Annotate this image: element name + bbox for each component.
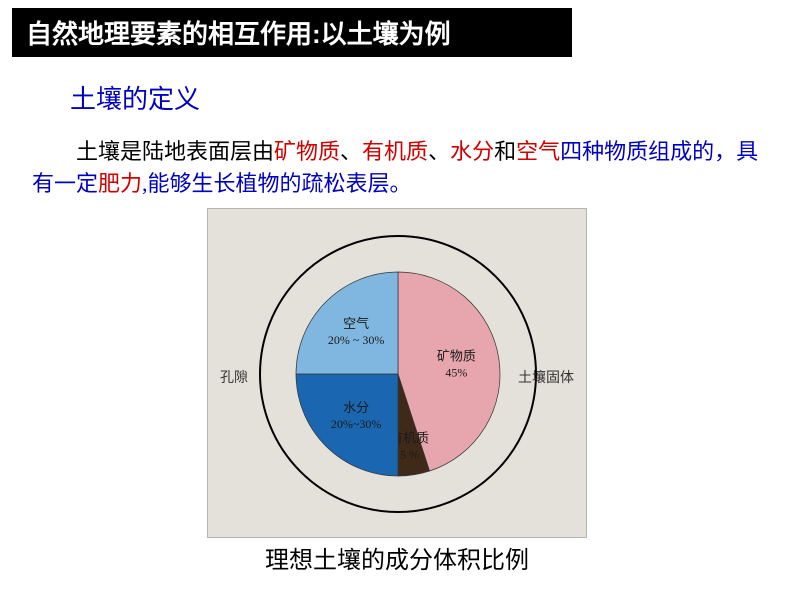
slice-value-空气: 20% ~ 30%	[328, 333, 384, 347]
slice-value-有机质: 5 %	[400, 447, 419, 461]
page-title: 自然地理要素的相互作用:以土壤为例	[12, 8, 572, 57]
def-term-1: 矿物质	[274, 139, 340, 164]
def-term-5: 肥力	[98, 171, 142, 196]
slice-value-矿物质: 45%	[445, 366, 467, 380]
slice-value-水分: 20%~30%	[331, 417, 381, 431]
subtitle: 土壤的定义	[70, 79, 794, 116]
def-term-3: 水分	[450, 139, 494, 164]
soil-composition-chart: 矿物质45%有机质5 %水分20%~30%空气20% ~ 30% 孔隙 土壤固体	[207, 208, 587, 538]
slice-label-水分: 水分	[343, 400, 369, 415]
left-side-label: 孔隙	[220, 367, 248, 387]
def-term-2: 有机质	[362, 139, 428, 164]
slice-label-空气: 空气	[343, 316, 369, 331]
def-term-4: 空气	[516, 139, 560, 164]
definition-paragraph: 土壤是陆地表面层由矿物质、有机质、水分和空气四种物质组成的，具有一定肥力,能够生…	[32, 136, 762, 200]
def-sep-1: 、	[340, 139, 362, 164]
chart-caption: 理想土壤的成分体积比例	[0, 540, 794, 575]
def-pre: 土壤是陆地表面层由	[76, 139, 274, 164]
right-side-label: 土壤固体	[518, 367, 574, 387]
slice-label-矿物质: 矿物质	[437, 349, 476, 364]
def-sep-2: 、	[428, 139, 450, 164]
def-and: 和	[494, 139, 516, 164]
def-post: ,能够生长植物的疏松表层。	[142, 171, 412, 196]
